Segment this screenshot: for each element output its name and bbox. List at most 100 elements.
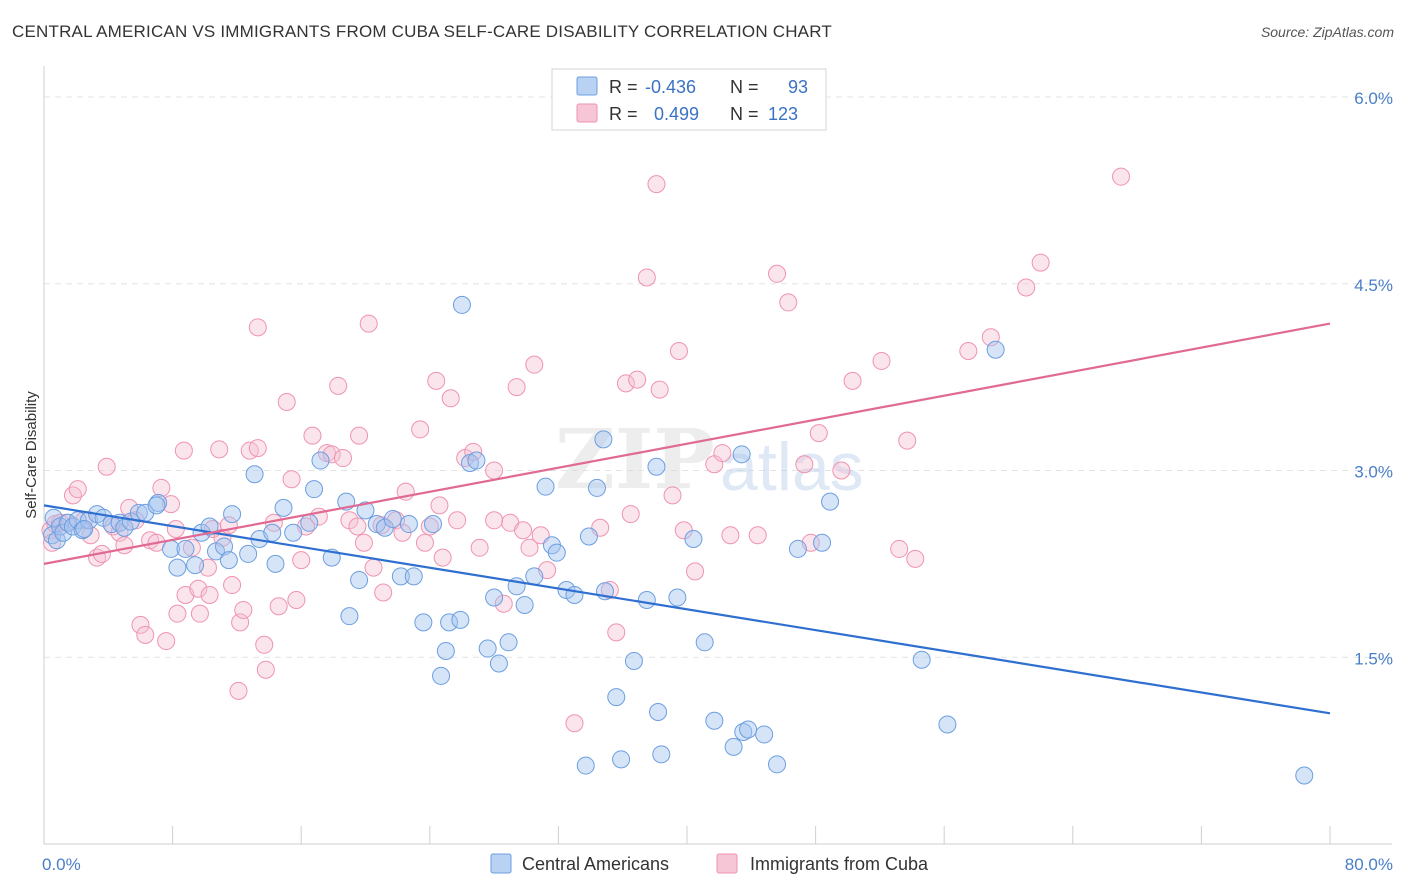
cuba-immigrant-point [415,533,434,552]
cuba-immigrant-point [507,378,526,397]
cuba-immigrant-point [269,597,288,616]
central-american-point [652,745,671,764]
central-american-point [668,588,687,607]
cuba-immigrant-point [152,478,171,497]
cuba-immigrant-point [223,576,242,595]
series-central-americans [43,295,1314,785]
cuba-immigrant-point [433,548,452,567]
cuba-immigrant-point [68,480,87,499]
gridlines [44,96,1392,658]
cuba-immigrant-point [354,533,373,552]
cuba-immigrant-point [906,549,925,568]
y-axis-label: Self-Care Disability [23,391,40,519]
cuba-immigrant-point [174,441,193,460]
central-american-point [300,513,319,532]
y-tick-label: 3.0% [1354,463,1393,482]
chart-title: CENTRAL AMERICAN VS IMMIGRANTS FROM CUBA… [12,22,832,41]
central-american-point [340,607,359,626]
bottom-legend-immigrants-from-cuba: Immigrants from Cuba [750,854,929,874]
central-american-point [223,505,242,524]
central-american-point [1295,766,1314,785]
central-american-point [515,595,534,614]
cuba-immigrant-point [607,623,626,642]
source-credit: Source: ZipAtlas.com [1260,24,1394,40]
cuba-immigrant-point [514,521,533,540]
cuba-immigrant-point [97,457,116,476]
central-american-point [436,642,455,661]
central-american-point [451,610,470,629]
central-american-point [587,478,606,497]
series-legend: Central Americans Immigrants from Cuba [490,853,929,874]
legend-r-label-1: R = [609,77,638,97]
cuba-immigrant-point [229,681,248,700]
cuba-immigrant-point [768,264,787,283]
axes [43,66,1392,845]
central-american-point [63,517,82,536]
central-american-point [47,531,66,550]
cuba-immigrant-point [115,536,134,555]
cuba-immigrant-point [748,526,767,545]
central-american-point [478,639,497,658]
correlation-legend: R = -0.436 N = 93 R = 0.499 N = 123 [551,68,827,131]
cuba-immigrant-point [63,486,82,505]
cuba-immigrant-point [565,714,584,733]
cuba-immigrant-point [525,355,544,374]
central-american-point [755,725,774,744]
x-tick-label: 0.0% [42,855,81,874]
cuba-immigrant-point [470,538,489,557]
central-american-point [624,651,643,670]
watermark-atlas: atlas [720,429,864,505]
central-american-point [168,558,187,577]
central-american-point [525,567,544,586]
cuba-immigrant-point [350,426,369,445]
cuba-immigrant-point [157,632,176,651]
y-tick-label: 1.5% [1354,649,1393,668]
central-american-point [813,533,832,552]
central-american-point [734,722,753,741]
cuba-immigrant-point [843,371,862,390]
central-american-point [732,445,751,464]
central-american-point [186,556,205,575]
central-american-point [467,451,486,470]
cuba-immigrant-point [1112,167,1131,186]
cuba-immigrant-point [168,604,187,623]
central-american-point [245,465,264,484]
cuba-immigrant-point [234,600,253,619]
cuba-immigrant-point [303,426,322,445]
cuba-immigrant-point [1031,253,1050,272]
x-tick-label: 80.0% [1345,855,1393,874]
central-american-point [239,544,258,563]
central-american-point [647,457,666,476]
cuba-immigrant-point [616,374,635,393]
cuba-immigrant-point [248,439,267,458]
central-american-point [938,715,957,734]
y-tick-label: 6.0% [1354,89,1393,108]
cuba-immigrant-point [1017,278,1036,297]
central-american-point [649,703,668,722]
cuba-immigrant-point [255,635,274,654]
cuba-immigrant-point [485,461,504,480]
series-immigrants-from-cuba [41,167,1131,733]
central-american-point [499,633,518,652]
central-american-point [274,498,293,517]
central-american-point [739,720,758,739]
central-american-point [594,430,613,449]
cuba-immigrant-point [248,318,267,337]
cuba-immigrant-point [348,517,367,536]
cuba-immigrant-point [779,293,798,312]
cuba-immigrant-point [182,538,201,557]
cuba-immigrant-point [411,420,430,439]
central-american-point [489,654,508,673]
legend-r-value-1: -0.436 [645,77,696,97]
central-american-point [684,529,703,548]
central-american-point [311,451,330,470]
cuba-immigrant-point [427,371,446,390]
cuba-immigrant-point [256,660,275,679]
cuba-immigrant-point [329,376,348,395]
legend-swatch-blue [576,76,598,96]
central-american-point [768,755,787,774]
cuba-immigrant-point [166,520,185,539]
legend-box [551,68,827,131]
tick-labels: 1.5% 3.0% 4.5% 6.0% 0.0% 80.0% [42,89,1393,874]
cuba-immigrant-point [333,449,352,468]
